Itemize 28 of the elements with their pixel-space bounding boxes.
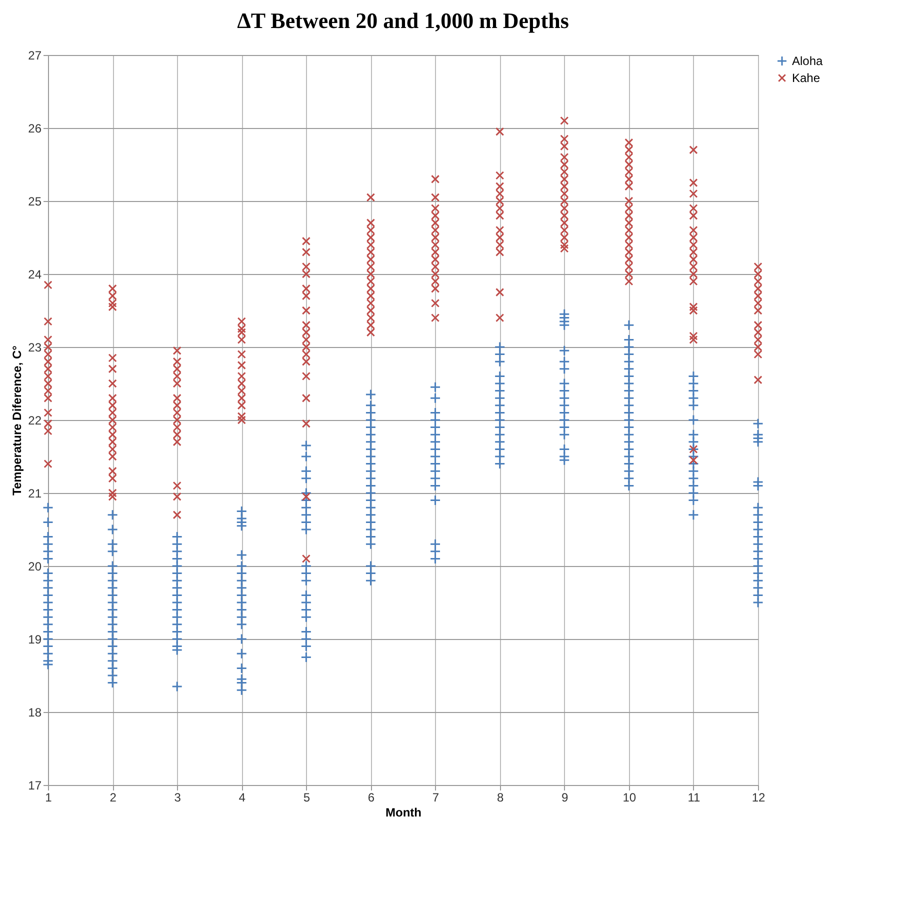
x-tick-label: 4	[238, 790, 246, 804]
y-tick-label: 25	[28, 194, 42, 208]
y-tick-label: 24	[28, 268, 42, 282]
x-tick-label: 6	[368, 790, 375, 804]
x-tick-label: 9	[562, 790, 569, 804]
x-tick-label: 7	[432, 790, 440, 804]
y-tick-label: 26	[28, 122, 42, 136]
y-tick-label: 22	[28, 414, 42, 428]
x-axis-title: Month	[386, 806, 422, 820]
x-tick-label: 3	[174, 790, 182, 804]
y-tick-label: 20	[28, 560, 42, 574]
chart-title: ΔT Between 20 and 1,000 m Depths	[237, 8, 570, 33]
x-tick-label: 8	[496, 790, 504, 804]
y-tick-label: 17	[28, 778, 42, 792]
legend-label: Kahe	[792, 71, 820, 85]
x-tick-label: 10	[622, 790, 636, 804]
legend-label: Aloha	[792, 54, 824, 68]
x-tick-label: 12	[752, 790, 766, 804]
x-tick-label: 2	[110, 790, 117, 804]
y-tick-label: 27	[28, 48, 42, 62]
x-tick-label: 1	[45, 790, 52, 804]
y-tick-label: 18	[28, 706, 42, 720]
y-axis-title: Temperature Diference, C°	[10, 345, 24, 496]
x-tick-label: 5	[303, 790, 310, 804]
y-tick-label: 19	[28, 632, 42, 646]
y-tick-label: 23	[28, 340, 42, 354]
x-tick-label: 11	[688, 790, 701, 804]
y-tick-label: 21	[28, 486, 42, 500]
